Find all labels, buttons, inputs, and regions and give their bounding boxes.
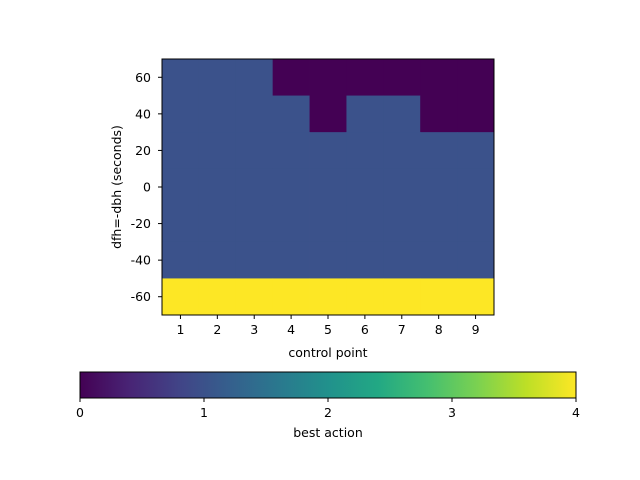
heatmap-cell bbox=[198, 59, 237, 96]
heatmap-cell bbox=[198, 278, 237, 316]
heatmap-cell bbox=[235, 132, 274, 170]
heatmap-cell bbox=[457, 241, 495, 279]
x-tick-label: 9 bbox=[472, 322, 480, 337]
heatmap-cell bbox=[309, 205, 347, 243]
x-tick-label: 7 bbox=[398, 322, 406, 337]
heatmap-cell bbox=[383, 241, 421, 279]
heatmap-cell bbox=[235, 278, 274, 316]
heatmap-cell bbox=[309, 95, 347, 133]
heatmap-cell bbox=[346, 132, 384, 170]
heatmap-cell bbox=[309, 132, 347, 170]
heatmap-cell bbox=[235, 95, 274, 133]
heatmap-cell bbox=[272, 95, 310, 133]
heatmap-cell bbox=[383, 205, 421, 243]
heatmap-cell bbox=[420, 241, 458, 279]
y-tick-label: 20 bbox=[135, 143, 151, 158]
heatmap-cell bbox=[235, 168, 274, 206]
heatmap-cell bbox=[162, 278, 200, 316]
heatmap-cell bbox=[420, 278, 458, 316]
x-tick-label: 3 bbox=[250, 322, 258, 337]
heatmap-cell bbox=[235, 205, 274, 243]
heatmap-cell bbox=[457, 132, 495, 170]
heatmap-cell bbox=[162, 95, 200, 133]
heatmap-cell bbox=[383, 132, 421, 170]
heatmap-cell bbox=[309, 278, 347, 316]
y-tick-label: 0 bbox=[143, 180, 151, 195]
heatmap-cell bbox=[162, 168, 200, 206]
heatmap-cell bbox=[162, 241, 200, 279]
heatmap-cell bbox=[272, 278, 310, 316]
heatmap-cell bbox=[420, 95, 458, 133]
heatmap-cell bbox=[383, 168, 421, 206]
heatmap-cell bbox=[420, 205, 458, 243]
x-tick-label: 8 bbox=[435, 322, 443, 337]
heatmap-cell bbox=[198, 132, 237, 170]
heatmap-cell bbox=[457, 205, 495, 243]
heatmap-cell bbox=[198, 241, 237, 279]
heatmap-cell bbox=[420, 59, 458, 96]
heatmap-cell bbox=[346, 241, 384, 279]
heatmap-cell bbox=[383, 278, 421, 316]
heatmap-cell bbox=[235, 59, 274, 96]
heatmap-cell bbox=[309, 168, 347, 206]
heatmap-cell bbox=[235, 241, 274, 279]
heatmap-cell bbox=[383, 95, 421, 133]
heatmap-cell bbox=[162, 132, 200, 170]
heatmap-cell bbox=[272, 241, 310, 279]
heatmap-cell bbox=[198, 205, 237, 243]
heatmap-cell bbox=[457, 278, 495, 316]
x-axis: 1 2 3 4 5 6 7 8 9 bbox=[176, 315, 480, 337]
x-axis-label: control point bbox=[288, 345, 367, 360]
heatmap-cell bbox=[346, 95, 384, 133]
heatmap-cell bbox=[346, 205, 384, 243]
heatmap-cell bbox=[457, 59, 495, 96]
heatmap-cell bbox=[309, 59, 347, 96]
colorbar-tick-label: 2 bbox=[324, 405, 332, 420]
y-axis: 60 40 20 0 -20 -40 -60 bbox=[131, 70, 162, 304]
x-tick-label: 6 bbox=[361, 322, 369, 337]
heatmap-cell bbox=[198, 95, 237, 133]
heatmap-cell bbox=[346, 59, 384, 96]
y-tick-label: 40 bbox=[135, 106, 151, 121]
heatmap-cell bbox=[346, 278, 384, 316]
colorbar-label: best action bbox=[293, 425, 363, 440]
heatmap-cell bbox=[198, 168, 237, 206]
y-axis-label: dfh=-dbh (seconds) bbox=[109, 125, 124, 249]
heatmap-cell bbox=[346, 168, 384, 206]
heatmap-cell bbox=[272, 132, 310, 170]
colorbar-tick-label: 1 bbox=[200, 405, 208, 420]
heatmap-cell bbox=[272, 205, 310, 243]
x-tick-label: 2 bbox=[213, 322, 221, 337]
colorbar bbox=[79, 371, 577, 399]
heatmap-cell bbox=[457, 95, 495, 133]
colorbar-tick-label: 4 bbox=[572, 405, 580, 420]
colorbar-tick-label: 0 bbox=[76, 405, 84, 420]
heatmap-cell bbox=[383, 59, 421, 96]
heatmap-cell bbox=[457, 168, 495, 206]
heatmap-cell bbox=[272, 59, 310, 96]
heatmap-cell bbox=[162, 205, 200, 243]
colorbar-axis: 0 1 2 3 4 bbox=[76, 398, 580, 420]
y-tick-label: 60 bbox=[135, 70, 151, 85]
y-tick-label: -60 bbox=[131, 289, 151, 304]
heatmap-cells bbox=[162, 59, 495, 316]
heatmap-cell bbox=[420, 132, 458, 170]
y-tick-label: -40 bbox=[131, 253, 151, 268]
heatmap-cell bbox=[272, 168, 310, 206]
x-tick-label: 4 bbox=[287, 322, 295, 337]
x-tick-label: 1 bbox=[176, 322, 184, 337]
heatmap-cell bbox=[162, 59, 200, 96]
y-tick-label: -20 bbox=[131, 216, 151, 231]
heatmap-cell bbox=[309, 241, 347, 279]
heatmap-cell bbox=[420, 168, 458, 206]
x-tick-label: 5 bbox=[324, 322, 332, 337]
colorbar-tick-label: 3 bbox=[448, 405, 456, 420]
